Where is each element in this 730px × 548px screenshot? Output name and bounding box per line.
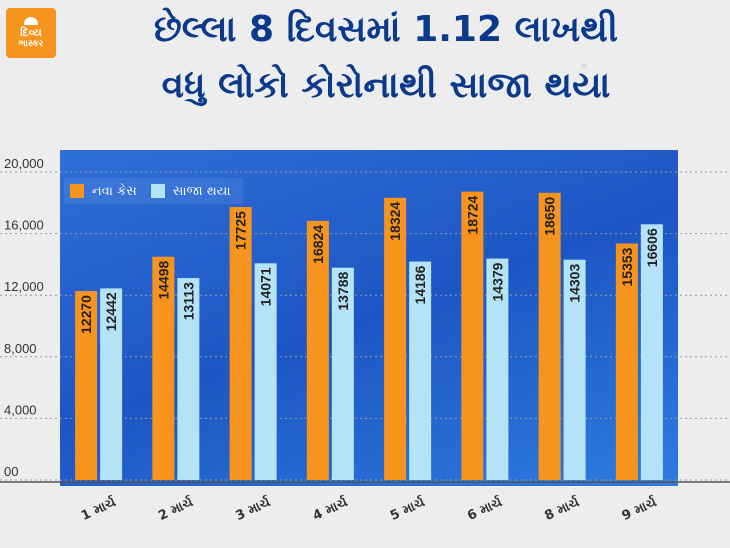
- data-label: 14379: [489, 262, 505, 301]
- data-label: 16606: [644, 228, 660, 267]
- data-label: 13113: [180, 282, 196, 320]
- data-label: 17725: [233, 211, 249, 250]
- y-tick-label: 20,000: [4, 156, 44, 171]
- bar-new-cases: [152, 256, 175, 480]
- headline: છેલ્લા 8 દિવસમાં 1.12 લાખથી વધુ લોકો કોર…: [66, 2, 706, 114]
- headline-line-1: છેલ્લા 8 દિવસમાં 1.12 લાખથી: [153, 9, 619, 50]
- y-tick-label: 8,000: [4, 341, 37, 356]
- y-tick-label: 16,000: [4, 218, 44, 233]
- bar-new-cases: [615, 243, 638, 480]
- x-tick-label: 1 માર્ચ: [78, 493, 119, 524]
- data-label: 13788: [335, 271, 351, 310]
- bar-new-cases: [461, 191, 484, 481]
- bar-new-cases: [384, 197, 407, 480]
- bar-recovered: [563, 259, 586, 480]
- data-label: 12442: [103, 292, 119, 331]
- x-tick-label: 2 માર્ચ: [155, 493, 196, 524]
- x-tick-label: 4 માર્ચ: [310, 493, 351, 524]
- data-label: 14498: [155, 261, 171, 300]
- brand-line-1: દિવ્ય: [20, 26, 42, 39]
- legend-label-new-cases: નવા કેસ: [92, 183, 137, 199]
- headline-line-2: વધુ લોકો કોરોનાથી સાજા થયા: [161, 65, 611, 106]
- bar-recovered: [640, 224, 663, 480]
- x-tick-label: 9 માર્ચ: [619, 493, 660, 524]
- legend-label-recovered: સાજા થયા: [172, 183, 231, 199]
- data-label: 14186: [412, 265, 428, 304]
- bar-new-cases: [306, 220, 329, 480]
- data-label: 14303: [567, 264, 583, 303]
- bar-recovered: [254, 263, 277, 480]
- x-tick-label: 8 માર્ચ: [542, 493, 583, 524]
- bar-new-cases: [538, 192, 561, 481]
- data-label: 18724: [464, 195, 480, 234]
- data-label: 14071: [258, 267, 274, 306]
- sun-icon: [24, 17, 38, 25]
- y-tick-label: 00: [4, 464, 18, 479]
- data-label: 16824: [310, 225, 326, 264]
- bar-recovered: [331, 267, 354, 480]
- bar-recovered: [100, 288, 123, 480]
- bar-new-cases: [75, 291, 98, 480]
- bar-recovered: [409, 261, 432, 480]
- chart-legend: નવા કેસ સાજા થયા: [64, 178, 243, 204]
- legend-swatch-new-cases: [70, 184, 84, 198]
- x-tick-label: 6 માર્ચ: [464, 493, 505, 524]
- data-label: 18650: [542, 197, 558, 236]
- x-tick-label: 3 માર્ચ: [233, 493, 274, 524]
- bar-recovered: [177, 278, 200, 480]
- bar-new-cases: [229, 207, 252, 480]
- brand-line-2: ભાસ્કર: [18, 39, 44, 49]
- data-label: 15353: [619, 247, 635, 286]
- y-tick-label: 12,000: [4, 279, 44, 294]
- data-label: 18324: [387, 202, 403, 241]
- data-label: 12270: [78, 295, 94, 334]
- brand-logo: દિવ્ય ભાસ્કર: [6, 8, 56, 58]
- bar-recovered: [486, 258, 509, 480]
- legend-swatch-recovered: [150, 184, 165, 198]
- y-tick-label: 4,000: [4, 402, 37, 417]
- x-tick-label: 5 માર્ચ: [387, 493, 428, 524]
